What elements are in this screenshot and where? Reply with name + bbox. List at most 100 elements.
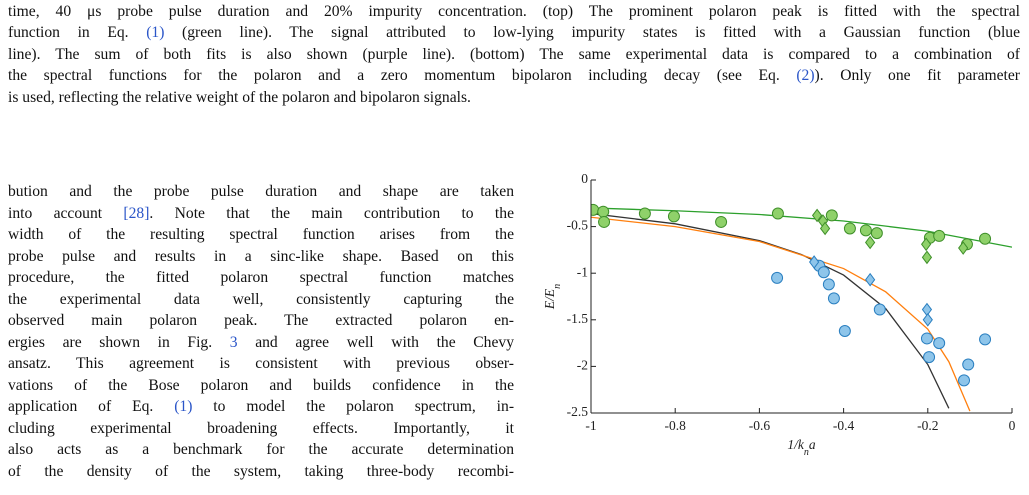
text-line: observed main polaron peak. The extracte… xyxy=(8,312,514,330)
data-point xyxy=(809,255,820,269)
y-tick-label: -0.5 xyxy=(567,218,589,233)
y-tick-label: 0 xyxy=(581,171,588,186)
x-tick-label: -0.4 xyxy=(833,418,855,433)
x-axis-label: 1/kna xyxy=(787,437,816,458)
y-tick-label: -2 xyxy=(577,357,588,372)
fit-curve xyxy=(591,216,971,412)
text-line: ansatz. This agreement is consistent wit… xyxy=(8,355,514,373)
data-point xyxy=(859,224,872,237)
data-point xyxy=(598,215,611,228)
text-line: line). The sum of both fits is also show… xyxy=(8,46,1020,64)
data-point xyxy=(771,207,784,220)
data-point xyxy=(715,215,728,228)
data-point xyxy=(597,205,610,218)
reference-link[interactable]: (2) xyxy=(796,67,815,85)
text-span: ). Only one fit parameter xyxy=(814,67,1020,85)
data-point xyxy=(923,351,936,364)
x-tick-label: -0.6 xyxy=(749,418,771,433)
text-line: width of the resulting spectral function… xyxy=(8,226,514,244)
data-point xyxy=(933,337,946,350)
text-line: also acts as a benchmark for the accurat… xyxy=(8,441,514,459)
data-point xyxy=(958,374,971,387)
text-line: procedure, the fitted polaron spectral f… xyxy=(8,269,514,287)
text-line: ergies are shown in Fig. 3 and agree wel… xyxy=(8,334,514,352)
data-point xyxy=(838,324,851,337)
fit-curve xyxy=(591,207,1012,248)
text-span: observed main polaron peak. The extracte… xyxy=(8,312,514,329)
text-span: also acts as a benchmark for the accurat… xyxy=(8,441,514,458)
reference-link[interactable]: (1) xyxy=(174,398,193,415)
text-span: is used, reflecting the relative weight … xyxy=(8,88,471,106)
text-span: line). The sum of both fits is also show… xyxy=(8,45,1020,63)
data-point xyxy=(922,312,933,327)
text-span: width of the resulting spectral function… xyxy=(8,226,514,243)
data-point xyxy=(667,210,680,223)
text-line: vations of the Bose polaron and builds c… xyxy=(8,377,514,395)
text-span: and agree well with the Chevy xyxy=(237,333,514,351)
text-line: probe pulse and results in a sinc-like s… xyxy=(8,248,514,266)
reference-link[interactable]: 3 xyxy=(229,333,238,351)
data-point xyxy=(843,222,856,235)
text-span: ansatz. This agreement is consistent wit… xyxy=(8,355,514,372)
reference-link[interactable]: [28] xyxy=(123,204,150,222)
text-span: to model the polaron spectrum, in- xyxy=(192,398,515,415)
data-point xyxy=(827,292,840,305)
chart: 0-0.5-1-1.5-2-2.5-1 -0.8 -0.6 -0.4 -0.2 01/kn… xyxy=(542,171,1016,458)
y-tick-label: -1 xyxy=(577,264,588,279)
fit-curve xyxy=(591,212,950,409)
data-point xyxy=(920,332,933,345)
text-line: bution and the probe pulse duration and … xyxy=(8,183,514,201)
text-span: function in Eq. xyxy=(8,24,147,42)
text-line: application of Eq. (1) to model the pola… xyxy=(8,398,514,416)
text-span: the experimental data well, consistently… xyxy=(8,290,514,308)
text-span: probe pulse and results in a sinc-like s… xyxy=(8,247,514,265)
y-tick-label: -2.5 xyxy=(567,404,589,419)
x-tick-label: -0.8 xyxy=(665,418,687,433)
text-span: time, 40 μs probe pulse duration and 20%… xyxy=(8,3,1020,20)
text-line: cluding experimental broadening effects.… xyxy=(8,420,514,438)
y-axis-label-part: E/E xyxy=(542,288,557,310)
data-point xyxy=(870,227,883,240)
text-span: . Note that the main contribution to the xyxy=(149,204,514,222)
text-span: cluding experimental broadening effects.… xyxy=(8,419,514,437)
data-point xyxy=(979,232,992,245)
text-span: bution and the probe pulse duration and … xyxy=(8,183,514,200)
reference-link[interactable]: (1) xyxy=(146,24,165,42)
x-axis-label-part: a xyxy=(809,437,816,452)
x-tick-label: -0.2 xyxy=(917,418,938,433)
text-line: the spectral functions for the polaron a… xyxy=(8,67,1020,85)
text-line: time, 40 μs probe pulse duration and 20%… xyxy=(8,3,1020,21)
text-span: (green line). The signal attributed to l… xyxy=(164,24,1021,42)
x-tick-label: -1 xyxy=(585,418,596,433)
data-point xyxy=(638,207,651,220)
text-span: vations of the Bose polaron and builds c… xyxy=(8,376,514,394)
data-point xyxy=(771,271,784,284)
text-line: function in Eq. (1) (green line). The si… xyxy=(8,24,1020,42)
text-line: the experimental data well, consistently… xyxy=(8,291,514,309)
data-point xyxy=(873,303,886,316)
text-span: ergies are shown in Fig. xyxy=(8,333,230,351)
text-line: of the density of the system, taking thr… xyxy=(8,463,514,481)
data-point xyxy=(864,235,876,250)
x-tick-label: 0 xyxy=(1009,418,1016,433)
x-axis-label-part: n xyxy=(804,447,809,458)
y-axis-label: E/En xyxy=(542,284,563,310)
y-tick-label: -1.5 xyxy=(567,311,589,326)
y-axis-label-part: n xyxy=(552,284,563,289)
data-point xyxy=(979,333,992,346)
data-point xyxy=(921,302,933,317)
text-span: application of Eq. xyxy=(8,398,175,415)
text-span: of the density of the system, taking thr… xyxy=(8,462,514,480)
data-point xyxy=(819,221,831,236)
data-point xyxy=(921,250,933,265)
data-point xyxy=(822,278,835,291)
data-point xyxy=(864,272,876,287)
text-span: into account xyxy=(8,204,124,222)
data-point xyxy=(920,237,932,252)
data-point xyxy=(591,203,600,216)
data-point xyxy=(817,266,830,279)
data-point xyxy=(933,229,946,242)
text-line: is used, reflecting the relative weight … xyxy=(8,89,1020,107)
data-point xyxy=(811,208,823,223)
